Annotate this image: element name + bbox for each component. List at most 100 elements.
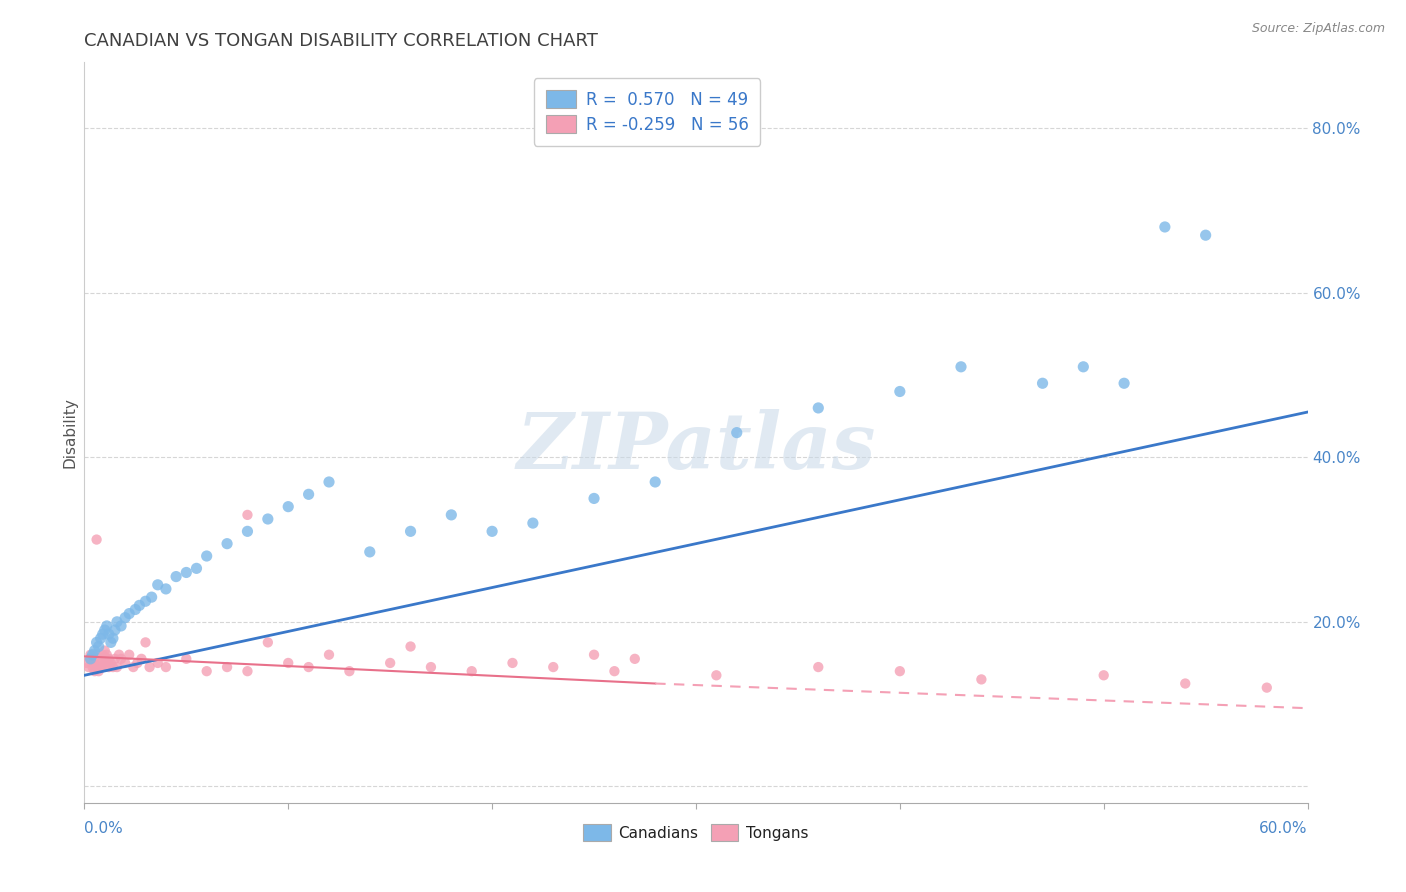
Point — [186, 561, 208, 575]
Point — [644, 475, 666, 489]
Point — [93, 643, 115, 657]
Point — [97, 627, 120, 641]
Point — [420, 660, 443, 674]
Point — [105, 615, 128, 629]
Point — [440, 508, 463, 522]
Point — [318, 475, 340, 489]
Point — [522, 516, 544, 530]
Point — [624, 652, 647, 666]
Point — [118, 648, 141, 662]
Point — [706, 668, 728, 682]
Point — [87, 640, 110, 654]
Point — [502, 656, 524, 670]
Point — [236, 508, 259, 522]
Point — [257, 635, 280, 649]
Point — [543, 660, 565, 674]
Point — [86, 533, 108, 547]
Point — [100, 656, 122, 670]
Point — [114, 611, 136, 625]
Point — [380, 656, 402, 670]
Point — [91, 660, 114, 674]
Point — [889, 664, 911, 678]
Point — [96, 652, 118, 666]
Point — [1073, 359, 1095, 374]
Point — [87, 656, 110, 670]
Point — [1195, 228, 1218, 243]
Point — [195, 549, 218, 563]
Text: ZIPatlas: ZIPatlas — [516, 409, 876, 485]
Point — [807, 401, 830, 415]
Point — [122, 660, 145, 674]
Point — [90, 652, 112, 666]
Point — [97, 652, 120, 666]
Point — [96, 619, 118, 633]
Point — [104, 652, 127, 666]
Point — [399, 640, 422, 654]
Point — [725, 425, 748, 440]
Point — [583, 648, 606, 662]
Point — [298, 660, 321, 674]
Point — [970, 673, 993, 687]
Point — [359, 545, 381, 559]
Point — [174, 652, 197, 666]
Point — [83, 664, 105, 678]
Point — [79, 652, 101, 666]
Point — [105, 660, 128, 674]
Point — [399, 524, 422, 539]
Text: 0.0%: 0.0% — [84, 822, 124, 837]
Point — [807, 660, 830, 674]
Point — [82, 660, 104, 674]
Point — [1032, 376, 1054, 391]
Point — [138, 660, 160, 674]
Point — [257, 512, 280, 526]
Point — [236, 664, 259, 678]
Text: 60.0%: 60.0% — [1260, 822, 1308, 837]
Point — [135, 635, 157, 649]
Point — [83, 652, 105, 666]
Point — [104, 623, 127, 637]
Point — [118, 607, 141, 621]
Point — [131, 652, 153, 666]
Point — [146, 578, 169, 592]
Point — [298, 487, 321, 501]
Point — [128, 599, 150, 613]
Point — [217, 536, 239, 550]
Point — [82, 656, 104, 670]
Point — [124, 602, 146, 616]
Point — [86, 635, 108, 649]
Point — [165, 569, 187, 583]
Point — [146, 656, 169, 670]
Point — [155, 582, 177, 596]
Text: CANADIAN VS TONGAN DISABILITY CORRELATION CHART: CANADIAN VS TONGAN DISABILITY CORRELATIO… — [84, 32, 598, 50]
Point — [101, 660, 124, 674]
Legend: Canadians, Tongans: Canadians, Tongans — [578, 818, 814, 847]
Point — [75, 656, 97, 670]
Point — [114, 656, 136, 670]
Point — [90, 632, 112, 646]
Point — [110, 619, 132, 633]
Point — [950, 359, 973, 374]
Point — [339, 664, 361, 678]
Point — [1174, 676, 1197, 690]
Point — [195, 664, 218, 678]
Point — [1256, 681, 1278, 695]
Point — [79, 648, 101, 662]
Point — [90, 660, 112, 674]
Point — [461, 664, 484, 678]
Point — [82, 648, 104, 662]
Point — [110, 652, 132, 666]
Point — [86, 660, 108, 674]
Point — [1092, 668, 1115, 682]
Point — [86, 648, 108, 662]
Point — [77, 660, 100, 674]
Point — [889, 384, 911, 399]
Point — [93, 656, 115, 670]
Point — [135, 594, 157, 608]
Point — [79, 652, 101, 666]
Point — [91, 648, 114, 662]
Point — [91, 627, 114, 641]
Point — [603, 664, 626, 678]
Point — [481, 524, 503, 539]
Point — [101, 632, 124, 646]
Point — [108, 648, 131, 662]
